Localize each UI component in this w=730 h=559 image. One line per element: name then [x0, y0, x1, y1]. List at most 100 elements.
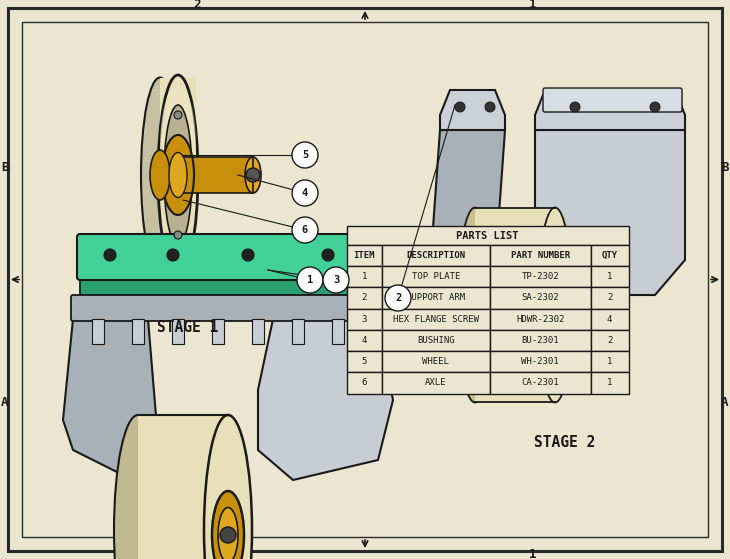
Bar [490, 351, 591, 372]
Text: B: B [721, 161, 729, 174]
Bar [347, 287, 382, 309]
Bar [92, 319, 104, 344]
Ellipse shape [245, 157, 261, 193]
Circle shape [548, 298, 562, 312]
Bar [347, 330, 382, 351]
Circle shape [292, 217, 318, 243]
Text: 1: 1 [607, 272, 612, 281]
Text: BU-2301: BU-2301 [521, 336, 559, 345]
Circle shape [570, 102, 580, 112]
Ellipse shape [458, 207, 493, 402]
Polygon shape [258, 319, 393, 480]
Ellipse shape [546, 280, 564, 330]
Text: 5: 5 [361, 357, 367, 366]
Bar [332, 319, 344, 344]
Bar [490, 309, 591, 330]
Ellipse shape [204, 415, 252, 559]
Ellipse shape [212, 491, 244, 559]
Ellipse shape [162, 135, 194, 215]
Polygon shape [430, 130, 505, 295]
Text: WH-2301: WH-2301 [521, 357, 559, 366]
Ellipse shape [160, 85, 196, 205]
Polygon shape [63, 319, 158, 480]
Bar [591, 287, 629, 309]
Text: HEX FLANGE SCREW: HEX FLANGE SCREW [393, 315, 479, 324]
Ellipse shape [537, 207, 572, 402]
Text: A: A [1, 396, 9, 409]
Circle shape [650, 102, 660, 112]
Bar [490, 287, 591, 309]
Bar [382, 309, 490, 330]
Bar [347, 351, 382, 372]
Bar [382, 287, 490, 309]
Bar [591, 372, 629, 394]
Bar [172, 319, 184, 344]
Text: CA-2301: CA-2301 [521, 378, 559, 387]
Text: TP-2302: TP-2302 [521, 272, 559, 281]
Text: QTY: QTY [602, 251, 618, 260]
Text: 2: 2 [607, 293, 612, 302]
Text: BUSHING: BUSHING [417, 336, 455, 345]
Text: WHEEL: WHEEL [423, 357, 449, 366]
Text: 1: 1 [607, 378, 612, 387]
Text: 4: 4 [607, 315, 612, 324]
Circle shape [292, 180, 318, 206]
Bar [347, 309, 382, 330]
Bar [160, 78, 196, 272]
Bar [347, 245, 382, 266]
Bar [382, 266, 490, 287]
Text: STAGE 1: STAGE 1 [158, 320, 218, 335]
Polygon shape [535, 90, 685, 130]
Bar [347, 266, 382, 287]
Bar [591, 351, 629, 372]
FancyBboxPatch shape [71, 295, 375, 321]
Bar [591, 309, 629, 330]
Ellipse shape [114, 415, 162, 559]
Text: SA-2302: SA-2302 [521, 293, 559, 302]
Bar [138, 415, 228, 559]
Text: HDWR-2302: HDWR-2302 [516, 315, 564, 324]
Circle shape [455, 102, 465, 112]
Ellipse shape [150, 150, 170, 200]
Text: PART NUMBER: PART NUMBER [511, 251, 569, 260]
Circle shape [297, 267, 323, 293]
Circle shape [242, 249, 254, 261]
Circle shape [220, 527, 236, 543]
Text: 4: 4 [302, 188, 308, 198]
Text: 1: 1 [529, 0, 537, 12]
Bar [490, 330, 591, 351]
Ellipse shape [540, 265, 570, 345]
Bar [178, 157, 253, 193]
Bar [591, 330, 629, 351]
Ellipse shape [218, 508, 238, 559]
Text: 2: 2 [361, 293, 367, 302]
Bar [382, 372, 490, 394]
Bar [252, 319, 264, 344]
Text: 6: 6 [302, 225, 308, 235]
Bar [490, 372, 591, 394]
Bar [591, 245, 629, 266]
Text: B: B [1, 161, 9, 174]
Text: ITEM: ITEM [353, 251, 375, 260]
Text: 1: 1 [607, 357, 612, 366]
Bar [347, 226, 629, 245]
Polygon shape [80, 275, 366, 295]
Text: DESCRIPTION: DESCRIPTION [407, 251, 465, 260]
Bar [347, 372, 382, 394]
Bar [212, 319, 224, 344]
Circle shape [246, 168, 260, 182]
Text: 1: 1 [529, 547, 537, 559]
Text: AXLE: AXLE [425, 378, 447, 387]
Text: 2: 2 [193, 547, 201, 559]
Bar [178, 157, 253, 193]
Bar [490, 245, 591, 266]
Text: TOP PLATE: TOP PLATE [412, 272, 460, 281]
Text: A: A [721, 396, 729, 409]
Circle shape [174, 111, 182, 119]
Polygon shape [440, 90, 505, 130]
Text: SUPPORT ARM: SUPPORT ARM [407, 293, 465, 302]
Ellipse shape [169, 153, 187, 197]
Text: 4: 4 [361, 336, 367, 345]
Text: PARTS LIST: PARTS LIST [456, 231, 519, 240]
Text: 5: 5 [302, 150, 308, 160]
